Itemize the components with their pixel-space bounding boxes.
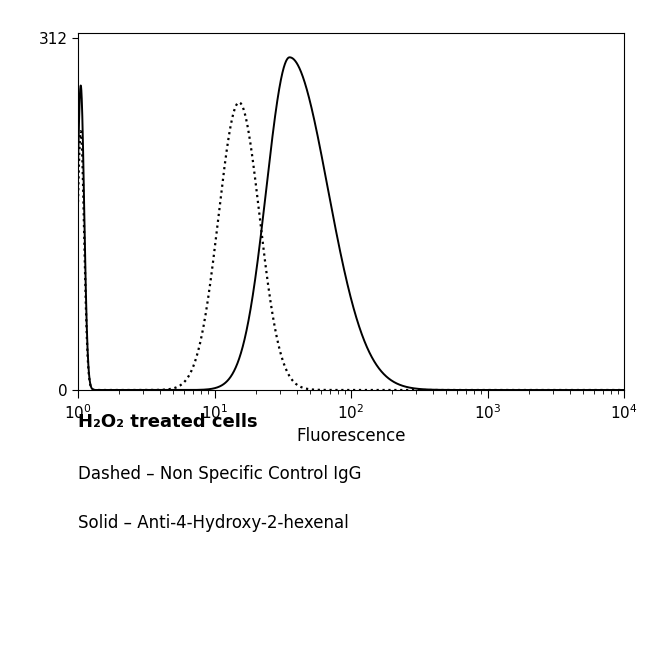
X-axis label: Fluorescence: Fluorescence bbox=[296, 428, 406, 445]
Text: Solid – Anti-4-Hydroxy-2-hexenal: Solid – Anti-4-Hydroxy-2-hexenal bbox=[78, 514, 349, 532]
Text: H₂O₂ treated cells: H₂O₂ treated cells bbox=[78, 413, 257, 431]
Text: Dashed – Non Specific Control IgG: Dashed – Non Specific Control IgG bbox=[78, 465, 361, 483]
